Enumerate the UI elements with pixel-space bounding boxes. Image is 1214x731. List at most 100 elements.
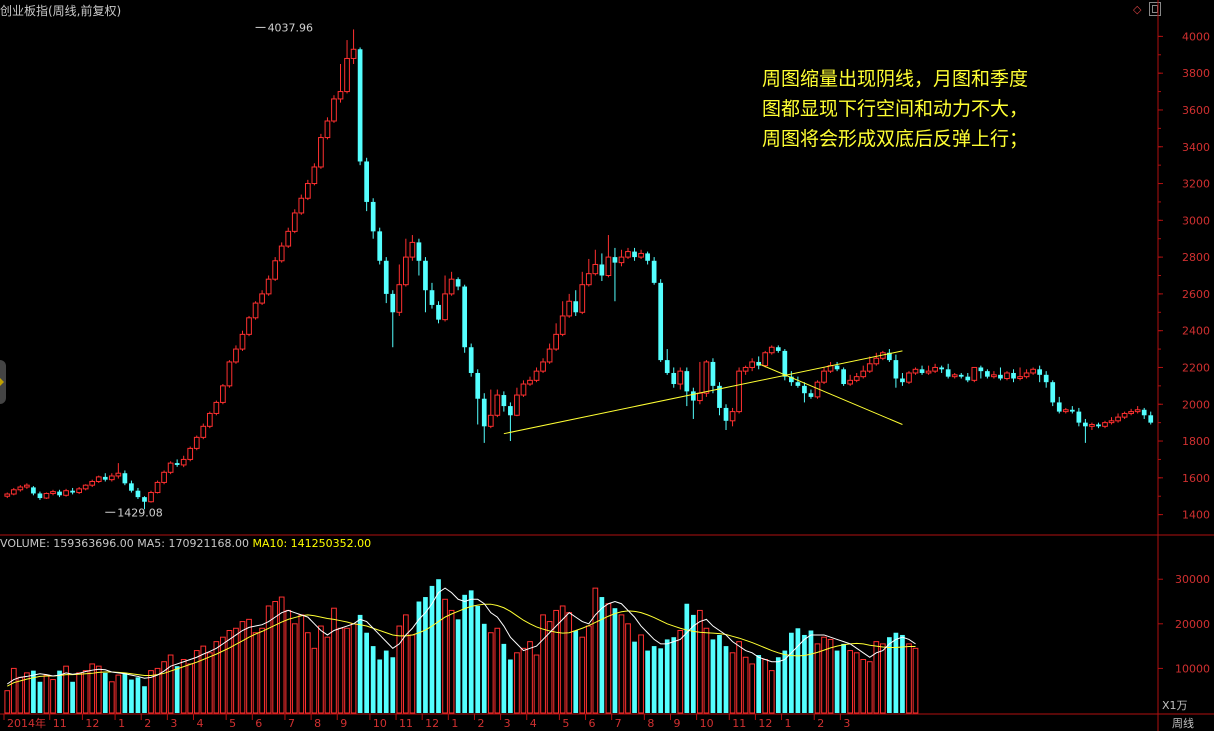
volume-bar <box>546 621 553 714</box>
volume-bar <box>723 646 729 713</box>
volume-bar <box>364 632 369 713</box>
volume-bar <box>70 681 75 713</box>
volume-legend-ma10: MA10: 141250352.00 <box>252 537 372 550</box>
candle-body <box>508 406 513 416</box>
time-tick-label: 11 <box>399 717 413 730</box>
price-tick-label: 1600 <box>1182 472 1210 485</box>
volume-bar <box>814 643 821 714</box>
candle-body <box>135 490 141 498</box>
candle-body <box>1004 372 1010 380</box>
candle-body <box>1115 416 1121 422</box>
volume-bar <box>475 605 481 713</box>
volume-bar <box>573 630 579 713</box>
candle-body <box>200 425 207 438</box>
volume-bar <box>318 625 324 714</box>
volume-bar <box>585 625 592 714</box>
volume-ma5-line <box>6 587 916 685</box>
volume-bar <box>592 587 599 714</box>
candle-body <box>768 346 775 354</box>
candle-body <box>658 282 664 361</box>
volume-bar <box>487 632 494 714</box>
extreme-label: 4037.96 <box>268 21 314 34</box>
candle-body <box>108 475 115 481</box>
chart-title: 创业板指(周线,前复权) <box>0 4 122 18</box>
volume-bar <box>429 585 435 713</box>
candle-body <box>220 385 226 403</box>
candle-body <box>1076 411 1082 423</box>
candle-body <box>324 120 331 139</box>
volume-bar <box>756 655 762 713</box>
volume-bar <box>272 601 279 714</box>
time-tick-label: 3 <box>170 717 177 730</box>
candle-body <box>632 251 637 258</box>
candle-body <box>690 391 696 401</box>
volume-bar <box>135 677 141 713</box>
candle-body <box>448 278 455 295</box>
volume-bar <box>82 670 89 714</box>
candle-body <box>357 49 363 162</box>
volume-bar <box>233 627 239 714</box>
candle-body <box>775 347 781 351</box>
volume-bar <box>690 614 696 713</box>
candle-body <box>350 48 357 59</box>
candle-body <box>782 350 788 377</box>
candle-body <box>703 361 710 394</box>
candle-body <box>278 245 285 262</box>
candle-body <box>958 374 964 377</box>
volume-bar <box>658 648 664 713</box>
candle-body <box>605 256 612 277</box>
volume-bar <box>180 658 187 714</box>
candle-body <box>1121 412 1128 418</box>
candle-body <box>402 256 409 286</box>
volume-bar <box>749 663 756 714</box>
candle-body <box>802 385 807 394</box>
candle-body <box>697 392 703 402</box>
candle-body <box>115 472 122 477</box>
volume-bar <box>442 598 448 714</box>
price-tick-label: 1800 <box>1182 435 1210 448</box>
volume-bar <box>494 627 501 714</box>
candle-body <box>37 493 43 499</box>
period-label[interactable]: 周线 <box>1172 717 1194 730</box>
time-tick-label: 6 <box>589 717 596 730</box>
volume-bar <box>57 670 62 713</box>
price-tick-label: 2200 <box>1182 361 1210 374</box>
volume-bar <box>533 654 540 714</box>
candle-body <box>24 484 30 488</box>
candle-body <box>965 376 971 381</box>
candle-body <box>1037 369 1043 375</box>
candle-body <box>932 366 938 372</box>
volume-bar <box>789 632 794 713</box>
candle-body <box>520 383 527 396</box>
volume-bar <box>900 634 905 713</box>
candle-body <box>991 374 997 378</box>
time-tick-label: 5 <box>562 717 569 730</box>
candle-body <box>847 379 854 385</box>
candle-body <box>1096 424 1101 427</box>
candle-body <box>370 201 376 232</box>
volume-bar <box>193 650 200 714</box>
diamond-icon[interactable]: ◇ <box>1133 3 1142 16</box>
candle-body <box>331 98 337 122</box>
candle-body <box>17 486 24 491</box>
candle-body <box>122 473 128 484</box>
time-tick-label: 2 <box>817 717 824 730</box>
candle-body <box>939 367 944 370</box>
candle-body <box>1108 420 1115 424</box>
volume-bar <box>821 636 827 714</box>
volume-bar <box>350 623 357 714</box>
candle-body <box>789 376 794 383</box>
volume-bar <box>775 657 781 713</box>
volume-bar <box>31 670 36 713</box>
price-tick-label: 2000 <box>1182 398 1210 411</box>
volume-bar <box>827 638 834 714</box>
candle-body <box>978 367 984 372</box>
volume-bar <box>187 663 194 714</box>
side-expand-tab[interactable] <box>0 360 6 404</box>
candle-body <box>841 369 846 385</box>
volume-bar <box>357 614 363 713</box>
volume-bar <box>671 637 677 713</box>
volume-tick-label: 30000 <box>1175 573 1210 586</box>
time-tick-label: 2 <box>144 717 151 730</box>
extreme-label: 1429.08 <box>117 506 163 519</box>
